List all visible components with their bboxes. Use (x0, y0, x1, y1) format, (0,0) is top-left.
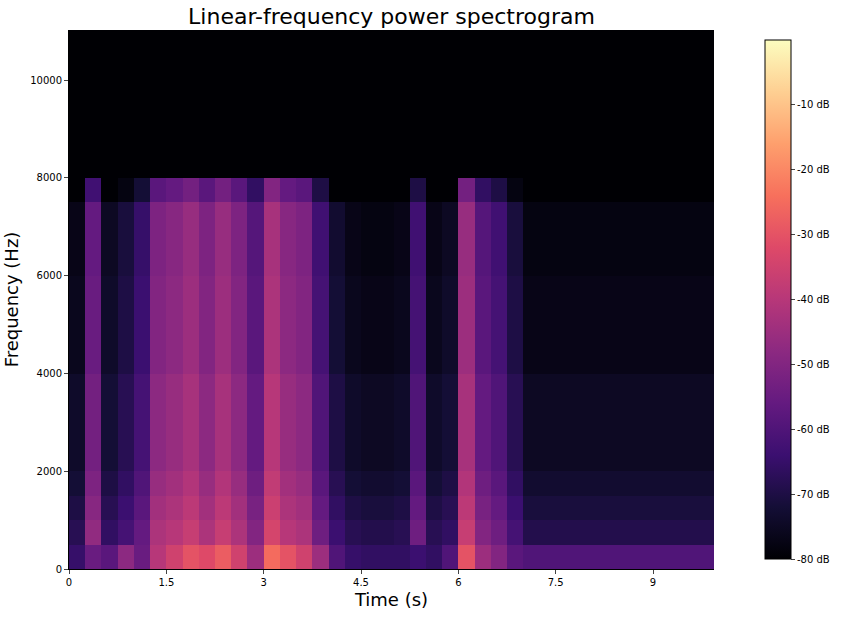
svg-text:6: 6 (455, 577, 461, 588)
svg-text:Frequency (Hz): Frequency (Hz) (1, 232, 22, 368)
svg-text:7.5: 7.5 (548, 577, 564, 588)
svg-text:4000: 4000 (37, 368, 62, 379)
svg-text:6000: 6000 (37, 270, 62, 281)
svg-text:-50 dB: -50 dB (797, 359, 830, 370)
svg-text:10000: 10000 (30, 75, 62, 86)
svg-text:-20 dB: -20 dB (797, 164, 830, 175)
svg-text:1.5: 1.5 (158, 577, 174, 588)
svg-text:0: 0 (56, 564, 62, 575)
svg-text:4.5: 4.5 (353, 577, 369, 588)
svg-text:-70 dB: -70 dB (797, 489, 830, 500)
svg-text:-10 dB: -10 dB (797, 99, 830, 110)
svg-text:-80 dB: -80 dB (797, 554, 830, 565)
svg-text:0: 0 (66, 577, 72, 588)
svg-text:2000: 2000 (37, 466, 62, 477)
svg-text:-60 dB: -60 dB (797, 424, 830, 435)
svg-text:8000: 8000 (37, 172, 62, 183)
svg-text:Linear-frequency power spectro: Linear-frequency power spectrogram (188, 4, 595, 29)
svg-text:Time (s): Time (s) (354, 589, 428, 610)
svg-text:9: 9 (650, 577, 656, 588)
svg-text:3: 3 (260, 577, 266, 588)
svg-text:-30 dB: -30 dB (797, 229, 830, 240)
svg-text:-40 dB: -40 dB (797, 294, 830, 305)
